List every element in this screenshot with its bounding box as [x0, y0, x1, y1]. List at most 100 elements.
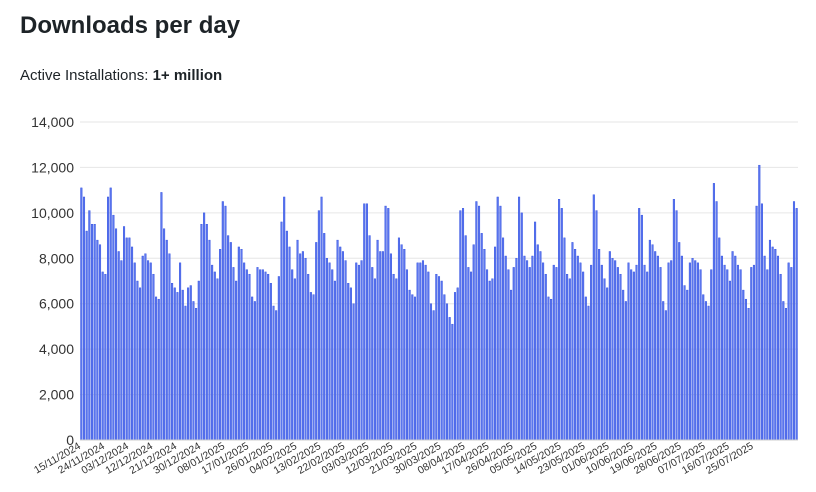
bar	[491, 278, 494, 441]
bar	[325, 258, 328, 441]
bar	[467, 267, 470, 441]
bar	[646, 271, 649, 441]
bar	[566, 273, 569, 441]
bar	[219, 248, 222, 441]
bar	[109, 187, 112, 441]
bar	[656, 255, 659, 441]
bar	[478, 205, 481, 441]
bar	[200, 224, 203, 441]
bar	[411, 294, 414, 441]
bar	[211, 264, 214, 441]
bar	[515, 258, 518, 441]
x-axis: 15/11/202424/11/202403/12/202412/12/2024…	[32, 439, 798, 477]
bar	[421, 260, 425, 441]
bar	[523, 255, 526, 441]
bar	[336, 239, 339, 441]
bar	[627, 262, 630, 441]
bar	[139, 287, 142, 441]
bar	[133, 262, 136, 441]
bar	[125, 237, 128, 441]
bar	[445, 303, 449, 441]
bar	[443, 294, 446, 441]
bar	[141, 255, 144, 441]
bar	[115, 228, 118, 441]
bar	[112, 214, 115, 441]
bar	[662, 301, 665, 441]
bar	[256, 267, 259, 441]
bar	[379, 251, 382, 441]
bar	[571, 242, 574, 441]
bar	[315, 242, 318, 441]
bar	[85, 230, 88, 441]
bar	[264, 271, 267, 441]
bar	[389, 253, 392, 441]
bar	[702, 294, 705, 441]
bar	[590, 264, 593, 441]
bar	[680, 255, 683, 441]
bar	[776, 255, 780, 441]
y-tick-label: 6,000	[39, 296, 74, 312]
bar	[403, 248, 406, 441]
bar	[293, 278, 296, 441]
bar	[237, 246, 240, 441]
bar	[699, 269, 702, 441]
bar	[195, 308, 198, 441]
bar	[384, 205, 387, 441]
bar	[691, 258, 694, 441]
bar	[718, 237, 721, 441]
bar	[203, 212, 206, 441]
bar	[760, 203, 763, 441]
bar	[96, 239, 99, 441]
bar	[795, 208, 798, 441]
bar	[470, 271, 473, 441]
bar	[208, 239, 211, 441]
bar	[387, 208, 390, 441]
bar	[723, 264, 726, 441]
bar	[349, 287, 352, 441]
bar	[267, 273, 270, 441]
bar	[555, 267, 558, 441]
bar	[624, 301, 627, 441]
bar	[224, 205, 227, 441]
bar	[782, 301, 785, 441]
bar	[240, 248, 243, 441]
bar	[744, 298, 747, 441]
bar	[160, 192, 163, 441]
bar	[598, 248, 601, 441]
bar	[106, 196, 110, 441]
bar	[675, 210, 678, 441]
bar	[507, 269, 510, 441]
bar	[763, 255, 766, 441]
bar	[488, 280, 491, 441]
bar	[710, 269, 713, 441]
bar	[347, 283, 350, 441]
bar	[475, 201, 478, 441]
bar	[352, 303, 355, 441]
bar	[694, 260, 697, 441]
y-tick-label: 14,000	[31, 114, 74, 130]
active-installations-label: Active Installations:	[20, 67, 149, 84]
bar	[766, 269, 769, 441]
bar	[630, 269, 633, 441]
bar	[579, 262, 582, 441]
bar	[528, 267, 531, 441]
bar	[381, 251, 384, 441]
bar	[688, 262, 691, 441]
bar	[787, 262, 790, 441]
bar	[152, 273, 155, 441]
bar	[635, 264, 638, 441]
bar	[558, 199, 561, 441]
bar	[299, 253, 302, 441]
bar	[603, 278, 606, 441]
bar	[440, 280, 443, 441]
bar	[742, 289, 745, 441]
bar	[416, 262, 419, 441]
bar	[82, 196, 86, 441]
bar	[227, 235, 230, 441]
bar	[213, 271, 216, 441]
bar	[251, 296, 254, 441]
bar	[309, 292, 312, 441]
bar	[563, 237, 566, 441]
bar	[728, 280, 731, 441]
bar	[784, 308, 788, 441]
